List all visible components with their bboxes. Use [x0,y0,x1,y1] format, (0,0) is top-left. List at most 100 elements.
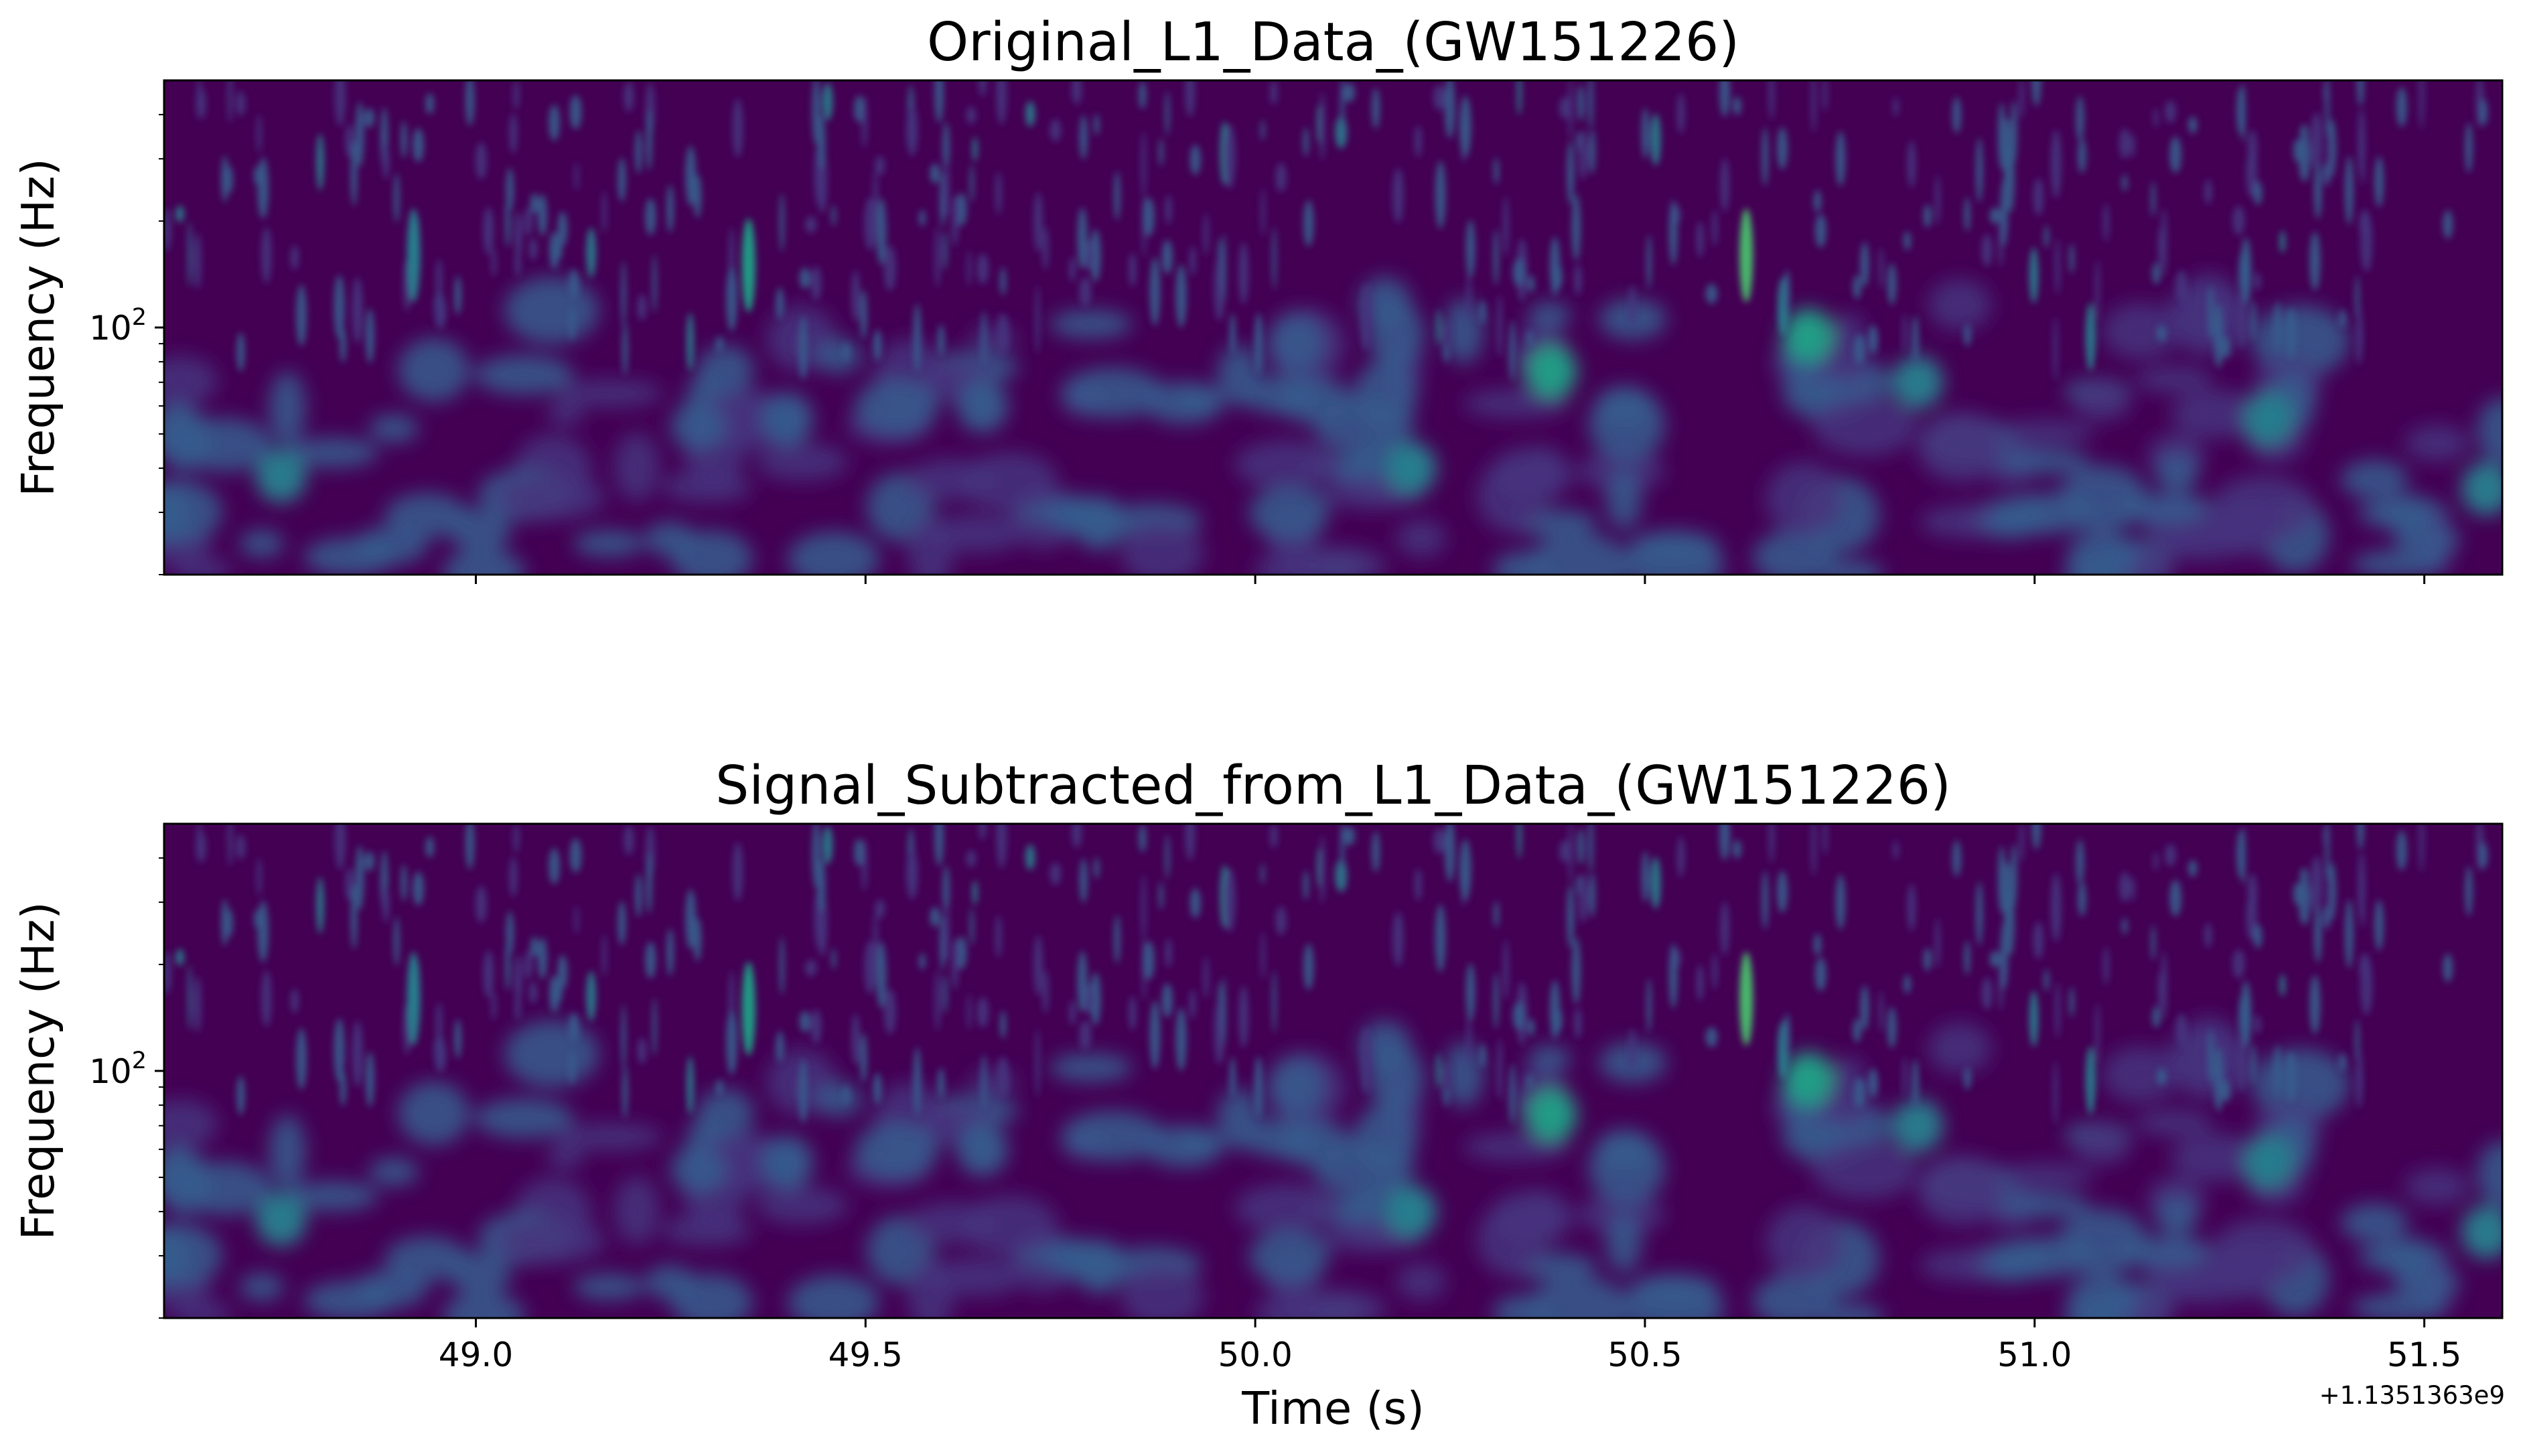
noise-blob [1217,344,1260,407]
noise-streak [483,207,494,255]
spectral-feature [1385,441,1437,496]
noise-streak [549,848,560,885]
noise-streak [1761,871,1769,930]
noise-streak [316,133,324,191]
noise-streak [1668,943,1678,1009]
noise-streak [530,936,539,958]
noise-streak [549,104,560,141]
noise-blob [2404,1168,2469,1206]
noise-streak [1559,96,1571,119]
noise-streak [475,885,487,923]
noise-streak [1149,257,1161,326]
noise-streak [401,864,407,901]
noise-streak [574,905,579,934]
noise-streak [645,942,656,979]
noise-streak [1902,313,1907,354]
noise-streak [2151,925,2156,960]
noise-streak [2019,824,2025,863]
noise-streak [2122,174,2128,192]
noise-streak [2359,953,2371,983]
noise-streak [2130,876,2135,902]
noise-streak [1189,989,1196,1019]
noise-streak [1912,315,1919,365]
noise-streak [2356,1049,2363,1108]
noise-streak [2078,881,2086,917]
noise-streak [226,165,233,194]
noise-streak [977,253,989,284]
noise-streak [1360,283,1372,350]
noise-streak [934,80,944,123]
noise-streak [995,915,1002,958]
noise-streak [586,227,596,278]
noise-streak [1784,1013,1790,1058]
noise-blob [498,1218,605,1264]
noise-streak [1260,863,1265,884]
noise-streak [637,1037,647,1064]
noise-blob [498,475,605,520]
noise-streak [1629,1028,1636,1070]
noise-streak [290,989,299,1013]
noise-streak [569,1013,579,1042]
noise-streak [1114,915,1121,964]
noise-blob [285,1181,379,1212]
noise-blob [1829,1055,1869,1129]
noise-blob [960,451,1058,512]
noise-blob [2073,381,2131,421]
noise-streak [1079,1020,1092,1050]
noise-streak [822,82,833,121]
noise-blob [547,1143,584,1169]
noise-streak [506,167,514,212]
noise-streak [1254,1056,1263,1118]
noise-streak [1139,824,1147,853]
x-axis-label: Time (s) [1241,1382,1424,1435]
noise-streak [364,851,374,871]
noise-streak [1224,868,1236,932]
noise-streak [635,873,642,918]
bottom-plot-area [163,822,2504,1319]
noise-streak [1668,200,1678,265]
noise-streak [2158,972,2163,1009]
noise-streak [316,877,324,934]
noise-blob [240,529,284,558]
noise-streak [1436,1052,1441,1088]
noise-streak [2165,100,2176,123]
noise-streak [666,184,674,233]
noise-blob [1285,546,1387,575]
noise-streak [257,114,262,153]
noise-streak [530,193,539,214]
noise-blob [756,443,848,481]
noise-streak [1272,970,1277,1033]
noise-streak [1719,824,1730,861]
noise-blob [1819,560,1885,575]
noise-streak [175,205,184,222]
noise-streak [2359,210,2371,240]
noise-blob [2152,522,2251,561]
noise-streak [1270,80,1278,105]
noise-blob [1998,1163,2094,1189]
noise-streak [942,122,950,172]
spectral-feature [1739,952,1753,1046]
noise-streak [2323,161,2329,185]
noise-streak [393,916,400,966]
spectral-feature [1892,355,1944,409]
noise-streak [1175,264,1187,328]
noise-streak [876,942,887,1009]
spectral-feature [1385,1185,1437,1239]
noise-streak [2236,1032,2246,1091]
top-chart-title: Original_L1_Data_(GW151226) [927,11,1739,73]
noise-streak [2246,893,2258,940]
noise-streak [1567,884,1575,948]
spectral-feature [1526,344,1577,398]
noise-streak [365,1051,374,1107]
noise-streak [977,997,989,1027]
noise-streak [1835,131,1846,186]
y-tick-label: 102 [89,304,147,348]
noise-streak [799,1011,810,1033]
noise-streak [1517,80,1522,116]
noise-streak [652,998,657,1056]
noise-streak [236,834,246,860]
noise-streak [2103,946,2109,985]
noise-streak [2010,844,2017,908]
bottom-axis-ticks: 49.0 49.5 50.0 50.5 51.0 51.5 102 [89,857,2461,1374]
noise-blob [970,1069,1017,1095]
